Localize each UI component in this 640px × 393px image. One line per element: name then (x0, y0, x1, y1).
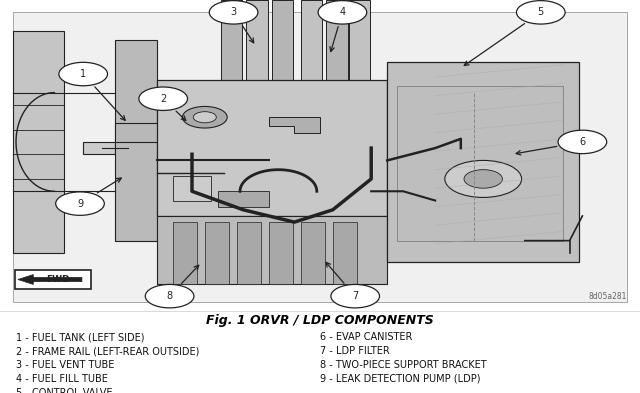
Circle shape (318, 1, 367, 24)
FancyBboxPatch shape (115, 40, 157, 241)
FancyBboxPatch shape (333, 222, 357, 284)
FancyBboxPatch shape (157, 216, 387, 284)
Text: 6: 6 (579, 137, 586, 147)
Circle shape (209, 1, 258, 24)
Text: 9: 9 (77, 198, 83, 209)
FancyBboxPatch shape (173, 176, 211, 200)
Circle shape (464, 170, 502, 188)
FancyBboxPatch shape (349, 0, 370, 86)
FancyBboxPatch shape (205, 222, 229, 284)
Text: 3: 3 (230, 7, 237, 17)
Text: 1 - FUEL TANK (LEFT SIDE): 1 - FUEL TANK (LEFT SIDE) (16, 332, 145, 342)
Text: 8: 8 (166, 291, 173, 301)
Circle shape (516, 1, 565, 24)
FancyBboxPatch shape (387, 62, 579, 262)
FancyBboxPatch shape (272, 0, 293, 86)
FancyBboxPatch shape (301, 222, 325, 284)
FancyBboxPatch shape (301, 0, 322, 86)
Text: 2 - FRAME RAIL (LEFT-REAR OUTSIDE): 2 - FRAME RAIL (LEFT-REAR OUTSIDE) (16, 346, 200, 356)
Circle shape (139, 87, 188, 110)
FancyBboxPatch shape (269, 222, 293, 284)
FancyBboxPatch shape (246, 0, 268, 86)
Text: 7 - LDP FILTER: 7 - LDP FILTER (320, 346, 390, 356)
Circle shape (145, 285, 194, 308)
Text: 8d05a281: 8d05a281 (589, 292, 627, 301)
Text: 5: 5 (538, 7, 544, 17)
FancyBboxPatch shape (326, 0, 348, 86)
FancyBboxPatch shape (218, 191, 269, 207)
FancyBboxPatch shape (218, 80, 374, 93)
FancyBboxPatch shape (13, 31, 64, 253)
Circle shape (445, 160, 522, 197)
Text: 5 - CONTROL VALVE: 5 - CONTROL VALVE (16, 388, 113, 393)
FancyBboxPatch shape (397, 86, 563, 241)
Text: 9 - LEAK DETECTION PUMP (LDP): 9 - LEAK DETECTION PUMP (LDP) (320, 374, 481, 384)
Text: 3 - FUEL VENT TUBE: 3 - FUEL VENT TUBE (16, 360, 115, 370)
Text: 7: 7 (352, 291, 358, 301)
FancyBboxPatch shape (13, 12, 627, 302)
Text: 4: 4 (339, 7, 346, 17)
Circle shape (331, 285, 380, 308)
Polygon shape (83, 142, 115, 154)
Circle shape (56, 192, 104, 215)
Text: 8 - TWO-PIECE SUPPORT BRACKET: 8 - TWO-PIECE SUPPORT BRACKET (320, 360, 486, 370)
Polygon shape (18, 275, 82, 285)
FancyBboxPatch shape (237, 222, 261, 284)
Polygon shape (269, 117, 320, 133)
Text: 6 - EVAP CANISTER: 6 - EVAP CANISTER (320, 332, 412, 342)
Text: 4 - FUEL FILL TUBE: 4 - FUEL FILL TUBE (16, 374, 108, 384)
Text: FWD: FWD (46, 275, 69, 284)
FancyBboxPatch shape (157, 80, 387, 216)
Text: 2: 2 (160, 94, 166, 104)
Text: Fig. 1 ORVR / LDP COMPONENTS: Fig. 1 ORVR / LDP COMPONENTS (206, 314, 434, 327)
Circle shape (193, 112, 216, 123)
Circle shape (558, 130, 607, 154)
Circle shape (182, 107, 227, 128)
FancyBboxPatch shape (15, 270, 91, 289)
FancyBboxPatch shape (173, 222, 197, 284)
FancyBboxPatch shape (221, 0, 242, 86)
FancyBboxPatch shape (115, 123, 422, 142)
Circle shape (59, 62, 108, 86)
Text: 1: 1 (80, 69, 86, 79)
